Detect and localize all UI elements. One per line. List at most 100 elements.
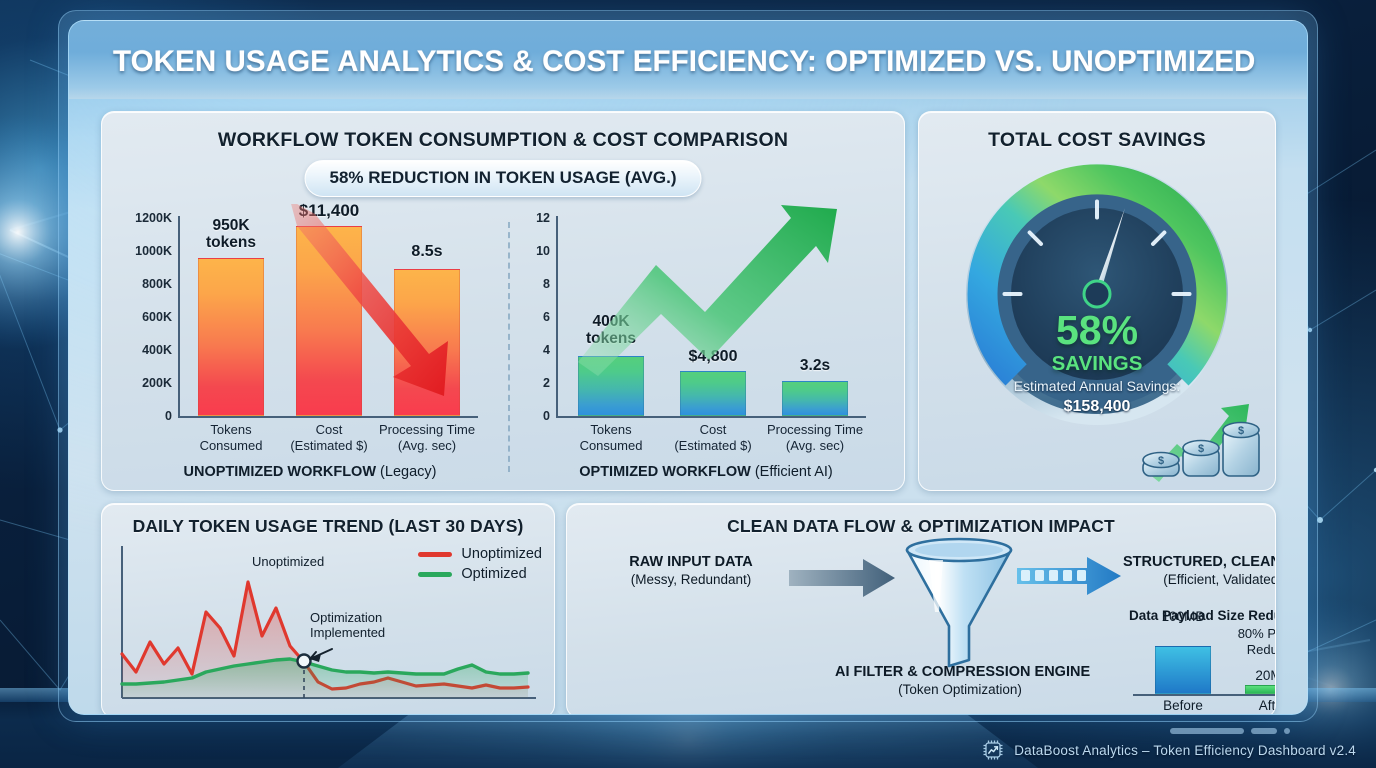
ytick-label: 400K xyxy=(142,343,172,357)
ytick-label: 1200K xyxy=(135,211,172,225)
svg-text:$: $ xyxy=(1198,443,1204,455)
frame-indicator-dots xyxy=(1170,728,1290,734)
downward-red-arrow-icon xyxy=(291,204,448,396)
bar-cost-estimated xyxy=(680,371,746,416)
payload-reduction-note: 80% Payload Reduction xyxy=(1229,626,1276,657)
indicator-dot xyxy=(1284,728,1290,734)
flow-engine-sub: (Token Optimization) xyxy=(898,681,1022,697)
ytick-label: 0 xyxy=(165,409,172,423)
footer-unoptimized-sub: (Legacy) xyxy=(376,464,437,480)
category-label-cost: Cost (Estimated $) xyxy=(290,422,368,453)
event-annotation-line2: Implemented xyxy=(310,625,386,641)
legend-item-unoptimized: Unoptimized xyxy=(418,546,542,562)
y-axis xyxy=(178,216,180,418)
flow-input-label: RAW INPUT DATA (Messy, Redundant) xyxy=(591,554,791,588)
payload-reduction-line2: Reduction xyxy=(1246,641,1276,657)
footer-branding: DataBoost Analytics – Token Efficiency D… xyxy=(981,738,1356,762)
legend-label-unoptimized: Unoptimized xyxy=(461,546,542,562)
bar-tokens-consumed xyxy=(198,258,264,416)
ytick-label: 4 xyxy=(543,343,550,357)
legend-swatch-unoptimized xyxy=(418,551,453,557)
panel-divider xyxy=(508,222,510,472)
grey-flow-arrow-icon xyxy=(789,559,895,597)
legend-label-optimized: Optimized xyxy=(461,566,527,582)
category-label-tokens: Tokens Consumed xyxy=(579,422,643,453)
bar-processing-time xyxy=(782,381,848,416)
y-axis xyxy=(556,216,558,418)
chart-unoptimized-workflow: 1200K 1000K 800K 600K 400K 200K 0 950K to… xyxy=(116,201,504,478)
footer-optimized-bold: OPTIMIZED WORKFLOW xyxy=(579,464,751,480)
indicator-bar-long xyxy=(1170,728,1244,734)
gauge-savings-label: SAVINGS xyxy=(1051,352,1143,375)
payload-chart-title: Data Payload Size Reduction xyxy=(1129,608,1275,623)
flow-output-title: STRUCTURED, CLEAN DATA xyxy=(1123,554,1276,570)
flow-engine-title: AI FILTER & COMPRESSION ENGINE xyxy=(835,664,1091,680)
flow-output-sub: (Efficient, Validated) xyxy=(1163,571,1276,587)
flow-input-title: RAW INPUT DATA xyxy=(629,554,753,570)
indicator-bar-short xyxy=(1251,728,1277,734)
gauge-svg xyxy=(966,163,1228,425)
payload-label-before: Before xyxy=(1163,698,1203,713)
payload-bar-after xyxy=(1245,685,1275,694)
payload-baseline xyxy=(1133,694,1275,696)
footer-unoptimized-bold: UNOPTIMIZED WORKFLOW xyxy=(183,464,377,480)
upward-green-arrow-icon xyxy=(578,205,837,376)
panel-title-trend: DAILY TOKEN USAGE TREND (LAST 30 DAYS) xyxy=(132,516,524,536)
bar-value-cost: $4,800 xyxy=(688,348,738,365)
ytick-label: 12 xyxy=(536,211,550,225)
page-title: TOKEN USAGE ANALYTICS & COST EFFICIENCY:… xyxy=(113,45,1256,78)
flow-output-label: STRUCTURED, CLEAN DATA (Efficient, Valid… xyxy=(1123,554,1276,588)
gauge-total-savings: 58% SAVINGS Estimated Annual Savings: $1… xyxy=(963,160,1231,428)
gauge-percent-value: 58% xyxy=(1055,307,1139,353)
bar-value-processing: 3.2s xyxy=(799,357,831,374)
blue-flow-arrow-icon xyxy=(1017,557,1121,595)
event-annotation: Optimization Implemented xyxy=(310,610,385,641)
funnel-icon xyxy=(905,537,1013,668)
svg-text:$: $ xyxy=(1238,425,1244,437)
payload-value-after: 20MB xyxy=(1255,668,1275,683)
panel-total-cost-savings: TOTAL COST SAVINGS xyxy=(918,111,1276,491)
series-callout-unoptimized: Unoptimized xyxy=(252,554,325,569)
x-axis xyxy=(556,416,866,418)
ytick-label: 0 xyxy=(543,409,550,423)
panel-clean-data-flow: CLEAN DATA FLOW & OPTIMIZATION IMPACT RA… xyxy=(566,503,1276,714)
dashboard-screen: TOKEN USAGE ANALYTICS & COST EFFICIENCY:… xyxy=(68,20,1308,715)
bar-value-processing: 8.5s xyxy=(411,243,443,260)
chart-optimized-workflow: 12 10 8 6 4 2 0 400Ktokens $4,800 3.2s T… xyxy=(516,205,896,478)
panel-workflow-comparison: WORKFLOW TOKEN CONSUMPTION & COST COMPAR… xyxy=(101,111,905,491)
category-label-processing: Processing Time (Avg. sec) xyxy=(378,422,476,453)
ytick-label: 10 xyxy=(536,244,550,258)
x-axis xyxy=(178,416,478,418)
ytick-label: 2 xyxy=(543,376,550,390)
coin-stacks-growth-icon: $ $ $ xyxy=(1142,404,1260,482)
trend-line-chart xyxy=(120,546,536,699)
estimated-savings-value: $158,400 xyxy=(1063,398,1131,415)
panel-title-flow: CLEAN DATA FLOW & OPTIMIZATION IMPACT xyxy=(727,516,1115,536)
payload-bar-before xyxy=(1155,646,1211,694)
flow-input-sub: (Messy, Redundant) xyxy=(630,571,752,587)
ytick-label: 6 xyxy=(543,310,550,324)
footer-optimized: OPTIMIZED WORKFLOW (Efficient AI) xyxy=(516,464,896,480)
svg-text:$: $ xyxy=(1158,455,1164,467)
ytick-label: 1000K xyxy=(135,244,172,258)
ytick-label: 600K xyxy=(142,310,172,324)
payload-bar-chart: 100MB 20MB 80% Payload Reduction Before … xyxy=(1133,609,1276,713)
ytick-label: 8 xyxy=(543,277,550,291)
legend-swatch-optimized xyxy=(418,571,453,577)
legend-item-optimized: Optimized xyxy=(418,566,542,582)
chip-chart-icon xyxy=(983,740,1003,760)
event-annotation-line1: Optimization xyxy=(310,610,383,625)
estimated-savings-label: Estimated Annual Savings: xyxy=(1013,378,1181,394)
category-label-tokens: Tokens Consumed xyxy=(199,422,263,453)
bar-value-tokens: 950K tokens xyxy=(206,217,256,251)
flow-engine-label: AI FILTER & COMPRESSION ENGINE (Token Op… xyxy=(835,664,1091,698)
reduction-badge: 58% REDUCTION IN TOKEN USAGE (AVG.) xyxy=(304,160,702,197)
category-label-cost: Cost (Estimated $) xyxy=(674,422,752,453)
footer-optimized-sub: (Efficient AI) xyxy=(750,464,833,480)
bar-tokens-consumed xyxy=(578,356,644,416)
payload-label-after: After xyxy=(1258,698,1276,713)
footer-unoptimized: UNOPTIMIZED WORKFLOW (Legacy) xyxy=(116,464,504,480)
panel-title-workflow: WORKFLOW TOKEN CONSUMPTION & COST COMPAR… xyxy=(217,129,789,151)
dashboard-header-bar xyxy=(69,21,1307,99)
category-label-processing: Processing Time (Avg. sec) xyxy=(766,422,864,453)
